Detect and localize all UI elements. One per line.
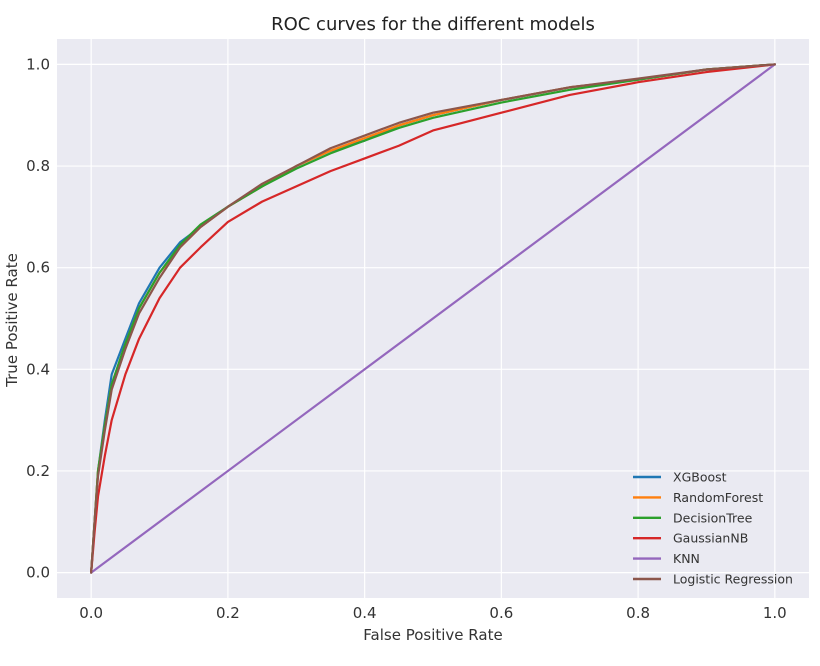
y-tick-label: 0.6 <box>26 259 50 277</box>
y-tick-label: 0.0 <box>26 564 50 582</box>
legend: XGBoost RandomForest DecisionTree GaussianN… <box>633 470 793 587</box>
x-tick-label: 0.6 <box>489 604 513 622</box>
legend-label-logistic-regression: Logistic Regression <box>673 572 793 587</box>
x-axis-label: False Positive Rate <box>363 626 502 644</box>
grid <box>57 39 809 598</box>
y-ticks: 0.0 0.2 0.4 0.6 0.8 1.0 <box>26 55 50 581</box>
x-tick-label: 0.2 <box>216 604 240 622</box>
legend-label-randomforest: RandomForest <box>673 490 763 505</box>
x-tick-label: 0.8 <box>626 604 650 622</box>
y-tick-label: 0.8 <box>26 157 50 175</box>
legend-label-gaussiannb: GaussianNB <box>673 531 748 546</box>
chart-title: ROC curves for the different models <box>271 14 595 35</box>
y-axis-label: True Positive Rate <box>3 253 21 388</box>
x-ticks: 0.0 0.2 0.4 0.6 0.8 1.0 <box>79 604 786 622</box>
legend-label-decisiontree: DecisionTree <box>673 510 753 525</box>
series-line-logistic-regression <box>90 63 776 574</box>
legend-label-xgboost: XGBoost <box>673 470 727 485</box>
x-tick-label: 1.0 <box>763 604 787 622</box>
x-tick-label: 0.4 <box>353 604 377 622</box>
series-line-knn <box>90 63 776 574</box>
y-tick-label: 1.0 <box>26 55 50 73</box>
series-line-gaussiannb <box>90 63 776 574</box>
y-tick-label: 0.4 <box>26 360 50 378</box>
y-tick-label: 0.2 <box>26 462 50 480</box>
legend-label-knn: KNN <box>673 551 700 566</box>
x-tick-label: 0.0 <box>79 604 103 622</box>
series-layer <box>90 63 776 574</box>
